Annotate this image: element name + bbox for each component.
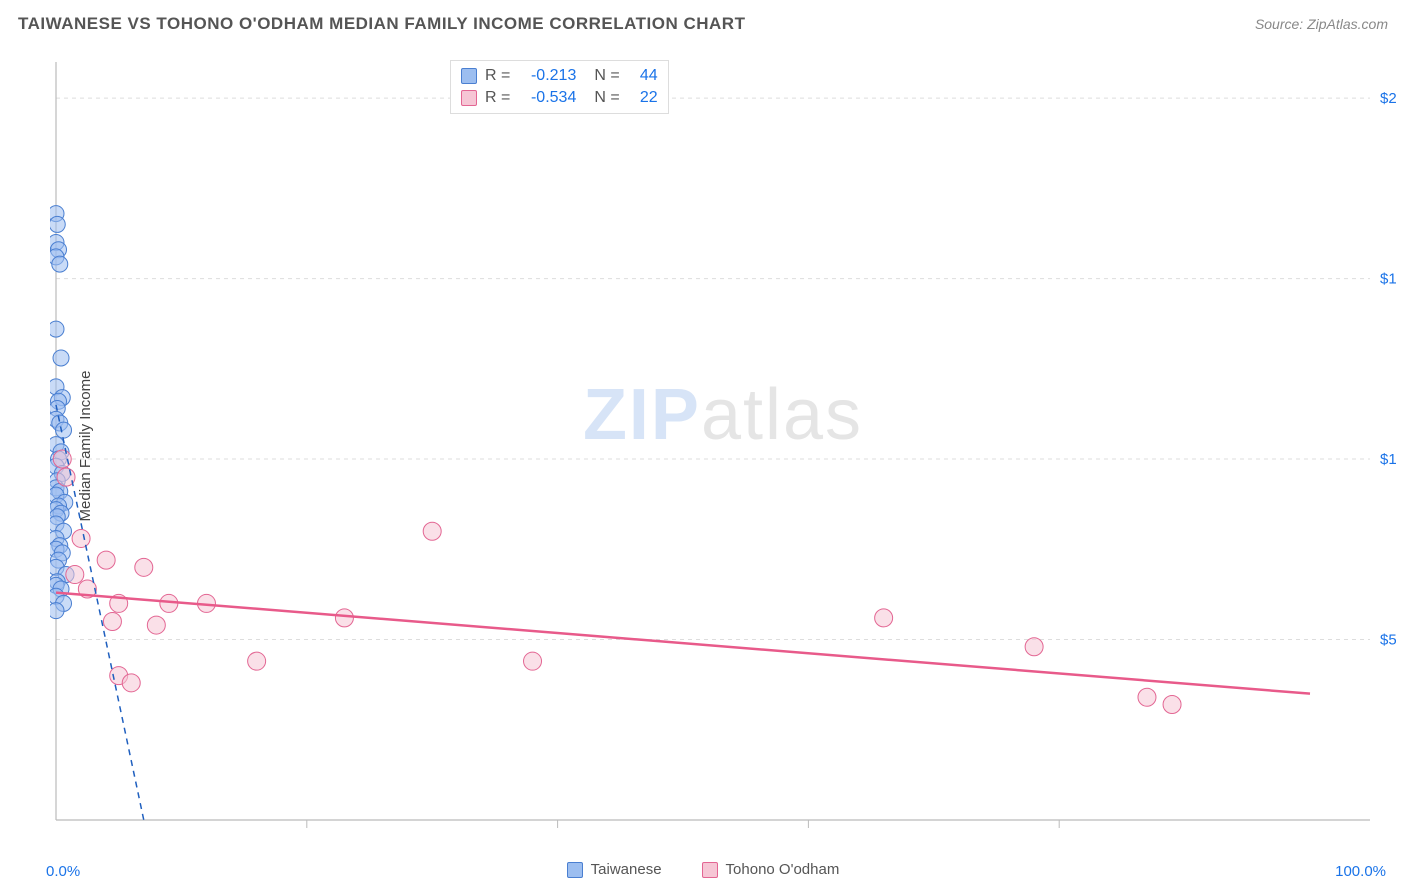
legend-label-1: Taiwanese (591, 861, 662, 878)
svg-text:$50,000: $50,000 (1380, 632, 1396, 649)
stats-n-value: 22 (628, 89, 658, 107)
legend-label-2: Tohono O'odham (726, 861, 840, 878)
legend-item-2: Tohono O'odham (702, 861, 840, 878)
chart-area: ZIPatlas $50,000$100,000$150,000$200,000 (50, 50, 1396, 844)
stats-swatch (461, 68, 477, 84)
chart-header: TAIWANESE VS TOHONO O'ODHAM MEDIAN FAMIL… (18, 14, 1388, 34)
stats-row: R = -0.213 N = 44 (461, 65, 658, 87)
svg-text:$150,000: $150,000 (1380, 271, 1396, 288)
stats-n-label: N = (594, 89, 619, 107)
legend-swatch-1 (567, 862, 583, 878)
stats-r-value: -0.534 (518, 89, 576, 107)
chart-source: Source: ZipAtlas.com (1255, 16, 1388, 32)
legend-item-1: Taiwanese (567, 861, 662, 878)
stats-swatch (461, 90, 477, 106)
x-axis-start-label: 0.0% (46, 863, 80, 880)
stats-row: R = -0.534 N = 22 (461, 87, 658, 109)
stats-r-value: -0.213 (518, 67, 576, 85)
x-axis-end-label: 100.0% (1335, 863, 1386, 880)
correlation-stats-box: R = -0.213 N = 44 R = -0.534 N = 22 (450, 60, 669, 114)
svg-text:$200,000: $200,000 (1380, 90, 1396, 107)
legend-swatch-2 (702, 862, 718, 878)
stats-r-label: R = (485, 89, 510, 107)
stats-n-label: N = (594, 67, 619, 85)
stats-n-value: 44 (628, 67, 658, 85)
svg-text:$100,000: $100,000 (1380, 451, 1396, 468)
stats-r-label: R = (485, 67, 510, 85)
scatter-plot-svg: $50,000 $100,000 $150,000 $200,000 (50, 50, 1396, 844)
legend-bottom: Taiwanese Tohono O'odham (0, 861, 1406, 878)
chart-title: TAIWANESE VS TOHONO O'ODHAM MEDIAN FAMIL… (18, 14, 745, 34)
